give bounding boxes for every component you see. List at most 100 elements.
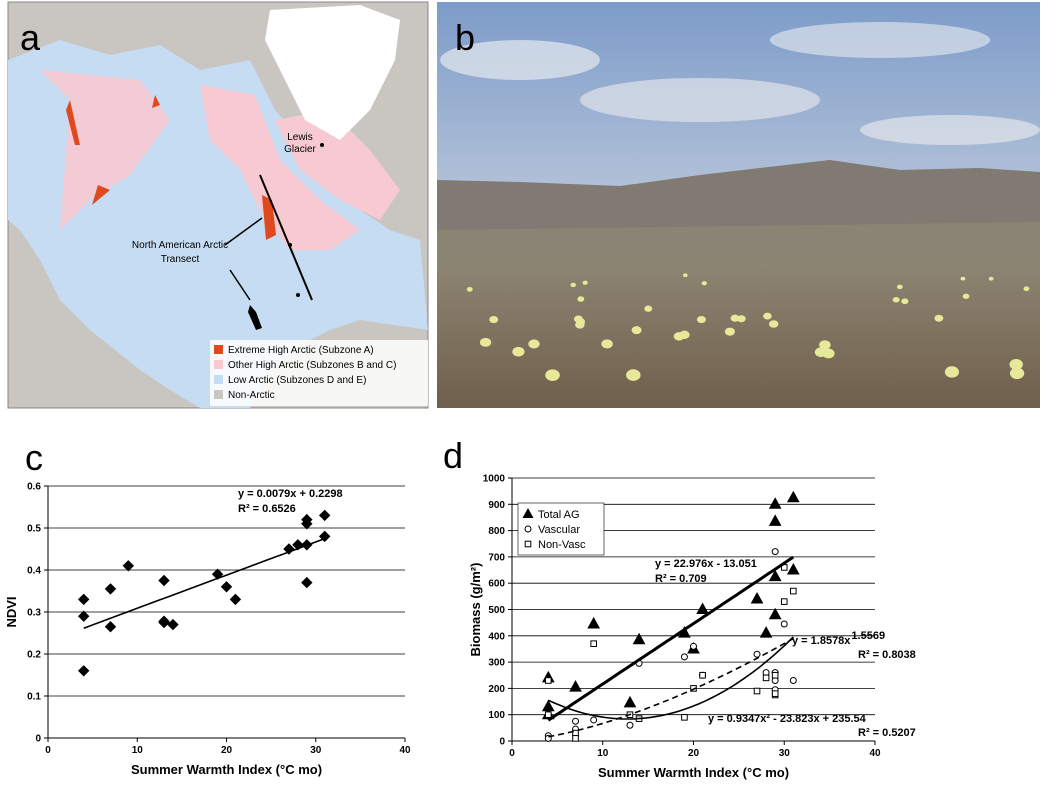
x-tick-label: 20 — [221, 745, 233, 756]
legend-label: Extreme High Arctic (Subzone A) — [228, 345, 374, 356]
flower — [701, 281, 707, 286]
y-tick-label: 0.3 — [27, 608, 41, 619]
point — [786, 563, 800, 575]
point — [587, 616, 601, 629]
legend-label: Non-Arctic — [228, 390, 275, 401]
point — [768, 569, 782, 582]
y-tick-label: 500 — [488, 605, 505, 616]
point — [572, 717, 580, 725]
trend-r2: R² = 0.6526 — [238, 503, 296, 515]
flower — [644, 305, 653, 312]
point — [626, 721, 634, 729]
y-tick-label: 0.1 — [27, 692, 41, 703]
y-tick-label: 0.6 — [27, 482, 41, 493]
annotation: Lewis — [287, 132, 313, 143]
annotation: Glacier — [284, 144, 316, 155]
point — [545, 677, 552, 684]
flower — [575, 318, 586, 326]
point — [167, 618, 179, 631]
y-tick-label: 0 — [35, 734, 41, 745]
point — [301, 513, 313, 526]
flower — [1009, 359, 1023, 370]
point — [104, 620, 117, 633]
flower — [570, 282, 576, 288]
point — [77, 593, 90, 606]
point — [77, 610, 90, 622]
y-tick-label: 900 — [488, 500, 505, 511]
trend-equation: y = 1.8578x — [792, 635, 851, 647]
y-axis-title: Biomass (g/m²) — [468, 563, 483, 657]
y-tick-label: 700 — [488, 552, 505, 563]
point — [759, 626, 773, 638]
point — [158, 574, 170, 587]
point — [780, 598, 788, 605]
legend-swatch — [214, 345, 223, 354]
y-tick-label: 300 — [488, 658, 505, 669]
point — [318, 509, 331, 522]
point — [780, 620, 788, 628]
legend-box — [517, 502, 605, 556]
y-tick-label: 0.5 — [27, 524, 41, 535]
trend-equation: y = 22.976x - 13.051 — [655, 558, 757, 570]
point — [750, 591, 764, 604]
point — [77, 665, 90, 677]
x-axis-title: Summer Warmth Index (°C mo) — [598, 765, 789, 780]
flower — [724, 327, 735, 336]
flower — [673, 332, 685, 341]
flower — [988, 276, 994, 281]
flower — [1009, 367, 1025, 380]
legend-swatch — [214, 375, 223, 384]
flower — [962, 293, 970, 299]
trend-r2: R² = 0.709 — [655, 573, 707, 585]
point — [590, 716, 598, 724]
flower — [944, 366, 960, 378]
y-tick-label: 400 — [488, 631, 505, 642]
legend-label: Other High Arctic (Subzones B and C) — [228, 360, 396, 371]
point — [681, 714, 688, 721]
point — [623, 695, 637, 708]
x-axis-title: Summer Warmth Index (°C mo) — [131, 762, 322, 777]
point — [768, 497, 782, 509]
point — [699, 671, 706, 679]
point — [545, 711, 552, 719]
annotation: Transect — [161, 254, 200, 265]
point — [790, 587, 797, 595]
point — [572, 735, 579, 742]
flower — [683, 273, 688, 278]
x-tick-label: 20 — [688, 748, 700, 759]
x-tick-label: 0 — [45, 745, 51, 756]
legend-marker — [522, 508, 534, 518]
y-tick-label: 0.4 — [27, 566, 41, 577]
y-tick-label: 0.2 — [27, 650, 41, 661]
y-tick-label: 200 — [488, 684, 505, 695]
flower — [892, 296, 900, 303]
y-tick-label: 0 — [499, 737, 505, 748]
legend-swatch — [214, 360, 223, 369]
flower — [601, 339, 613, 349]
flower — [819, 340, 831, 350]
point — [786, 490, 800, 503]
point — [590, 640, 597, 647]
flower — [960, 276, 966, 281]
x-tick-label: 30 — [779, 748, 791, 759]
flower — [814, 347, 828, 358]
flower — [466, 287, 473, 292]
point — [771, 671, 779, 679]
flower — [631, 326, 642, 335]
flower — [479, 337, 492, 347]
y-axis-title: NDVI — [4, 596, 19, 627]
flowers — [466, 273, 1030, 381]
flower — [768, 320, 779, 328]
map-panel: a Lewis Glacier North American Arctic Tr… — [7, 1, 429, 409]
flower — [763, 312, 772, 320]
x-tick-label: 40 — [399, 745, 411, 756]
point — [122, 560, 135, 572]
flower — [489, 315, 499, 324]
trend-equation: y = 0.9347x² - 23.823x + 235.54 — [708, 713, 867, 725]
trend-r2: R² = 0.8038 — [858, 649, 916, 661]
point — [632, 632, 646, 645]
y-tick-label: 600 — [488, 579, 505, 590]
x-tick-label: 0 — [509, 748, 515, 759]
chart: d 0 100 200 300 400 500 600 700 800 900 1000 0 10 20 30… — [443, 435, 916, 780]
